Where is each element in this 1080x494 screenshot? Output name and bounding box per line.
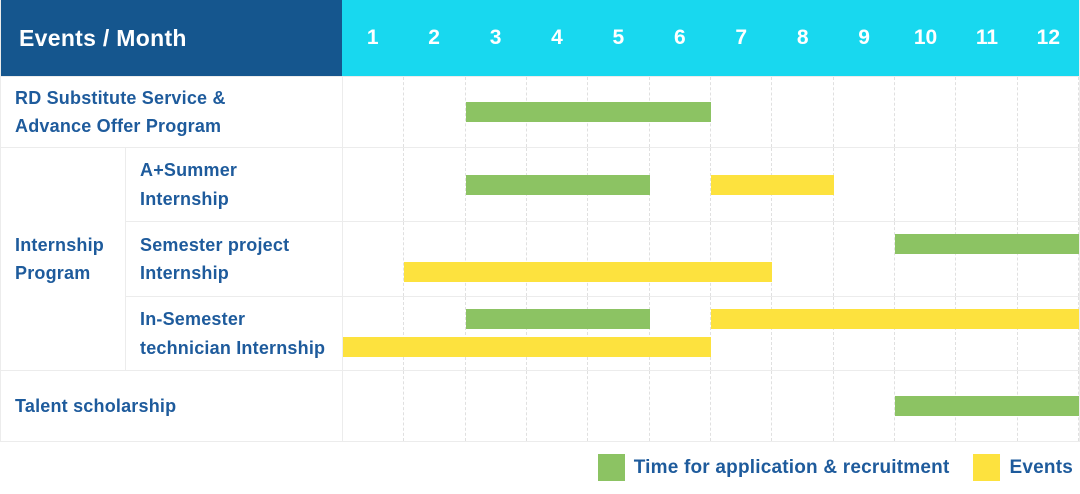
schedule-row-label: Semester project Internship bbox=[140, 234, 290, 283]
month-gridline bbox=[956, 297, 1018, 370]
month-gridline bbox=[772, 77, 834, 147]
month-label: 7 bbox=[735, 26, 748, 49]
month-gridline bbox=[834, 148, 895, 221]
month-gridline bbox=[834, 297, 895, 370]
month-gridline bbox=[1018, 222, 1079, 296]
month-gridline bbox=[895, 297, 957, 370]
schedule-row-label: A+Summer Internship bbox=[140, 160, 238, 209]
schedule-row-label-cell: Semester project Internship bbox=[125, 221, 342, 296]
month-gridline bbox=[1018, 148, 1079, 221]
event-period-bar bbox=[404, 262, 773, 282]
month-gridline bbox=[711, 297, 773, 370]
month-gridline bbox=[343, 371, 405, 441]
application-legend-swatch bbox=[597, 454, 625, 481]
legend-label: Events bbox=[1009, 456, 1073, 478]
event-period-bar bbox=[711, 309, 1079, 329]
month-gridline bbox=[588, 297, 650, 370]
application-period-bar bbox=[465, 309, 650, 329]
events-legend-swatch bbox=[973, 454, 1001, 481]
month-gridline bbox=[466, 371, 527, 441]
month-gridline bbox=[527, 222, 589, 296]
event-period-bar bbox=[711, 174, 834, 195]
month-gridline bbox=[588, 222, 650, 296]
month-gridline bbox=[650, 297, 711, 370]
schedule-row-timeline bbox=[342, 296, 1079, 370]
month-label: 3 bbox=[489, 26, 502, 49]
application-period-bar bbox=[465, 102, 711, 122]
month-label: 5 bbox=[612, 26, 625, 49]
month-gridline bbox=[404, 371, 466, 441]
month-gridline bbox=[404, 222, 466, 296]
month-label: 2 bbox=[428, 26, 440, 49]
month-gridline bbox=[895, 148, 957, 221]
schedule-row-timeline bbox=[342, 76, 1079, 147]
month-header-row: 1 2 3 4 5 6 7 8 9 10 11 12 bbox=[342, 0, 1079, 76]
application-period-bar bbox=[895, 234, 1079, 254]
month-gridline bbox=[711, 77, 773, 147]
month-gridline bbox=[956, 77, 1018, 147]
month-gridline bbox=[772, 222, 834, 296]
month-gridline bbox=[343, 77, 405, 147]
schedule-row-label-cell: A+Summer Internship bbox=[125, 147, 342, 221]
month-gridline bbox=[895, 222, 957, 296]
month-gridline bbox=[588, 371, 650, 441]
event-period-bar bbox=[343, 337, 711, 357]
month-gridline bbox=[650, 148, 711, 221]
table-corner-header: Events / Month bbox=[1, 0, 342, 76]
schedule-row-timeline bbox=[342, 370, 1079, 441]
schedule-row-label-cell: RD Substitute Service & Advance Offer Pr… bbox=[1, 76, 342, 147]
schedule-row-timeline bbox=[342, 221, 1079, 296]
month-gridline bbox=[404, 297, 466, 370]
month-gridline bbox=[650, 222, 711, 296]
month-gridline bbox=[711, 371, 773, 441]
table-title: Events / Month bbox=[19, 24, 187, 51]
month-gridline bbox=[895, 77, 957, 147]
month-gridline bbox=[1018, 297, 1079, 370]
month-gridline bbox=[404, 77, 466, 147]
month-gridline bbox=[466, 222, 527, 296]
month-label: 4 bbox=[551, 26, 563, 49]
month-gridline bbox=[404, 148, 466, 221]
month-label: 11 bbox=[975, 26, 999, 49]
month-gridline bbox=[772, 371, 834, 441]
application-period-bar bbox=[465, 174, 650, 195]
month-gridline bbox=[956, 148, 1018, 221]
schedule-row-label: Talent scholarship bbox=[15, 395, 177, 416]
application-period-bar bbox=[895, 396, 1079, 416]
legend-label: Time for application & recruitment bbox=[633, 456, 950, 478]
row-group-label-cell: Internship Program bbox=[1, 147, 125, 370]
legend-item: Events bbox=[973, 454, 1073, 481]
month-gridline bbox=[527, 371, 589, 441]
schedule-row-label-cell: In-Semester technician Internship bbox=[125, 296, 342, 370]
month-gridline bbox=[711, 222, 773, 296]
schedule-row-label: RD Substitute Service & Advance Offer Pr… bbox=[15, 87, 226, 136]
month-gridline bbox=[650, 371, 711, 441]
schedule-row-label-cell: Talent scholarship bbox=[1, 370, 342, 441]
month-gridline bbox=[1018, 77, 1079, 147]
month-gridline bbox=[834, 222, 895, 296]
month-gridline bbox=[834, 371, 895, 441]
legend-item: Time for application & recruitment bbox=[597, 454, 950, 481]
month-label: 8 bbox=[796, 26, 809, 49]
legend: Time for application & recruitment Events bbox=[574, 454, 1073, 481]
month-gridline bbox=[772, 297, 834, 370]
row-group-label: Internship Program bbox=[15, 234, 105, 283]
month-gridline bbox=[956, 222, 1018, 296]
month-label: 10 bbox=[913, 26, 938, 49]
month-label: 6 bbox=[673, 26, 686, 49]
month-gridline bbox=[834, 77, 895, 147]
month-gridline bbox=[343, 148, 405, 221]
month-gridline bbox=[343, 297, 405, 370]
schedule-row-label: In-Semester technician Internship bbox=[140, 309, 326, 358]
month-label: 1 bbox=[366, 26, 379, 49]
schedule-row-timeline bbox=[342, 147, 1079, 221]
month-label: 12 bbox=[1036, 26, 1061, 49]
schedule-table: Events / Month 1 2 3 4 5 6 7 8 9 10 11 12 RD Substi… bbox=[0, 0, 1080, 442]
month-gridline bbox=[466, 297, 527, 370]
month-gridline bbox=[343, 222, 405, 296]
month-gridline bbox=[527, 297, 589, 370]
month-label: 9 bbox=[858, 26, 870, 49]
